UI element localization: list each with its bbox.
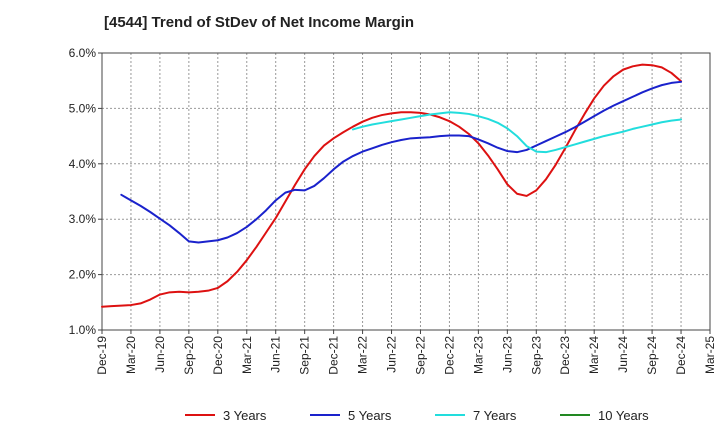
y-tick-label: 5.0% <box>69 101 97 115</box>
series-line-5-years <box>120 80 683 244</box>
chart-title: [4544] Trend of StDev of Net Income Marg… <box>104 14 415 31</box>
x-tick-label: Dec-19 <box>95 336 109 375</box>
x-tick-label: Sep-21 <box>298 336 312 375</box>
x-tick-label: Mar-24 <box>587 336 601 374</box>
legend-label: 7 Years <box>473 408 517 423</box>
series-lines <box>101 63 683 308</box>
y-tick-label: 4.0% <box>69 157 97 171</box>
plot-border <box>101 52 711 331</box>
legend: 3 Years 5 Years 7 Years 10 Years <box>185 408 649 423</box>
x-tick-label: Dec-22 <box>442 336 456 375</box>
x-tick-label: Jun-20 <box>153 336 167 373</box>
x-tick-label: Mar-20 <box>124 336 138 374</box>
y-tick-label: 2.0% <box>69 268 97 282</box>
legend-label: 10 Years <box>598 408 649 423</box>
x-tick-label: Sep-23 <box>529 336 543 375</box>
legend-label: 3 Years <box>223 408 267 423</box>
series-line-3-years <box>101 63 683 308</box>
x-tick-label: Dec-21 <box>327 336 341 375</box>
x-tick-label: Jun-23 <box>500 336 514 373</box>
x-tick-label: Mar-21 <box>240 336 254 374</box>
x-axis: Dec-19 Mar-20 Jun-20 Sep-20 Dec-20 Mar-21 Jun-… <box>95 330 717 375</box>
x-tick-label: Mar-22 <box>356 336 370 374</box>
x-tick-label: Dec-24 <box>674 336 688 375</box>
series-line-7-years <box>351 111 683 154</box>
y-tick-label: 6.0% <box>69 46 97 60</box>
y-axis: 1.0% 2.0% 3.0% 4.0% 5.0% 6.0% <box>69 46 102 337</box>
plot-area <box>102 53 710 330</box>
x-tick-label: Jun-24 <box>616 336 630 373</box>
x-tick-label: Dec-23 <box>558 336 572 375</box>
x-tick-label: Jun-22 <box>385 336 399 373</box>
x-tick-label: Mar-25 <box>703 336 717 374</box>
x-tick-label: Jun-21 <box>269 336 283 373</box>
y-tick-label: 3.0% <box>69 212 97 226</box>
x-tick-label: Sep-24 <box>645 336 659 375</box>
legend-label: 5 Years <box>348 408 392 423</box>
x-tick-label: Mar-23 <box>471 336 485 374</box>
y-tick-label: 1.0% <box>69 323 97 337</box>
x-tick-label: Sep-22 <box>413 336 427 375</box>
x-tick-label: Sep-20 <box>182 336 196 375</box>
x-tick-label: Dec-20 <box>211 336 225 375</box>
